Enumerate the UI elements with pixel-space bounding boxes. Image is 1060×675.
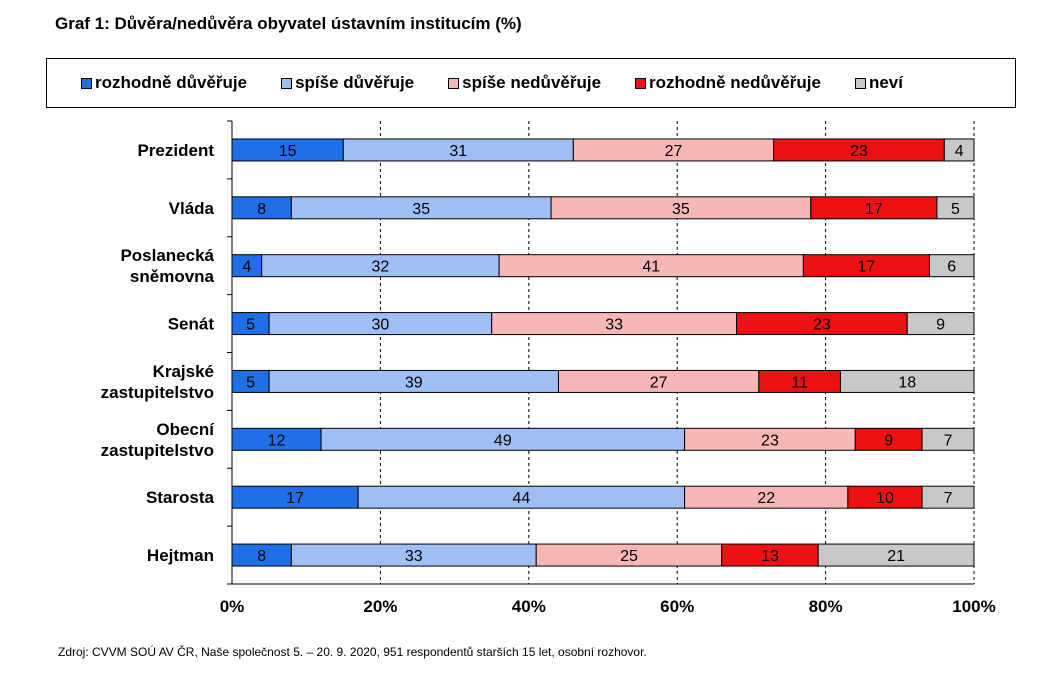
legend-swatch xyxy=(854,77,866,89)
legend-swatch xyxy=(281,77,293,89)
x-tick-label: 0% xyxy=(220,597,245,616)
data-label: 41 xyxy=(642,259,660,276)
legend: rozhodně důvěřuje spíše důvěřuje spíše ned… xyxy=(46,58,1016,108)
bar-segment xyxy=(921,427,975,451)
x-tick-label: 60% xyxy=(660,597,694,616)
data-label: 31 xyxy=(449,143,467,160)
data-label: 8 xyxy=(257,548,266,565)
data-label: 9 xyxy=(936,317,945,334)
x-tick-label: 40% xyxy=(512,597,546,616)
category-label: Starosta xyxy=(146,488,215,507)
legend-item: rozhodně důvěřuje xyxy=(81,73,247,93)
data-label: 4 xyxy=(242,259,251,276)
x-tick-label: 20% xyxy=(363,597,397,616)
data-label: 33 xyxy=(605,317,623,334)
bar-segment xyxy=(906,312,975,336)
legend-label: spíše důvěřuje xyxy=(295,73,415,92)
data-label: 5 xyxy=(246,374,255,391)
bar-segment xyxy=(817,543,975,567)
bar-segment xyxy=(839,369,975,393)
x-tick-label: 100% xyxy=(952,597,995,616)
legend-label: rozhodně nedůvěřuje xyxy=(649,73,821,92)
category-label: Obecní xyxy=(156,420,215,439)
category-label: Krajské xyxy=(153,362,214,381)
category-label: Senát xyxy=(168,315,215,334)
legend-swatch xyxy=(635,77,647,89)
bar-segment xyxy=(943,138,975,162)
data-label: 7 xyxy=(944,432,953,449)
data-label: 22 xyxy=(757,490,775,507)
chart-title: Graf 1: Důvěra/nedůvěra obyvatel ústavní… xyxy=(55,14,522,33)
data-label: 25 xyxy=(620,548,638,565)
data-label: 35 xyxy=(672,201,690,218)
data-label: 33 xyxy=(405,548,423,565)
legend-item: neví xyxy=(854,73,903,93)
data-label: 13 xyxy=(761,548,779,565)
data-label: 23 xyxy=(761,432,779,449)
legend-item: spíše důvěřuje xyxy=(281,73,414,93)
data-label: 5 xyxy=(246,317,255,334)
category-label: Hejtman xyxy=(147,546,214,565)
data-label: 10 xyxy=(876,490,894,507)
data-label: 35 xyxy=(412,201,430,218)
category-label: zastupitelstvo xyxy=(101,441,214,460)
data-label: 27 xyxy=(650,374,668,391)
data-label: 6 xyxy=(947,259,956,276)
data-label: 17 xyxy=(286,490,304,507)
bar-segment xyxy=(936,196,975,220)
bar-segment xyxy=(928,254,975,278)
data-label: 30 xyxy=(372,317,390,334)
data-label: 12 xyxy=(268,432,286,449)
category-label: zastupitelstvo xyxy=(101,383,214,402)
data-label: 23 xyxy=(850,143,868,160)
category-label: Prezident xyxy=(137,141,214,160)
data-label: 4 xyxy=(955,143,964,160)
bar-segment xyxy=(921,485,975,509)
data-label: 27 xyxy=(665,143,683,160)
data-label: 49 xyxy=(494,432,512,449)
data-label: 5 xyxy=(951,201,960,218)
data-label: 8 xyxy=(257,201,266,218)
data-label: 11 xyxy=(791,374,808,391)
data-label: 9 xyxy=(884,432,893,449)
data-label: 7 xyxy=(944,490,953,507)
x-tick-label: 80% xyxy=(809,597,843,616)
data-label: 21 xyxy=(887,548,905,565)
legend-item: spíše nedůvěřuje xyxy=(448,73,601,93)
data-label: 23 xyxy=(813,317,831,334)
data-label: 17 xyxy=(865,201,883,218)
category-label: sněmovna xyxy=(130,267,215,286)
category-label: Poslanecká xyxy=(120,246,214,265)
data-label: 44 xyxy=(512,490,530,507)
category-label: Vláda xyxy=(169,199,215,218)
data-label: 17 xyxy=(858,259,876,276)
legend-item: rozhodně nedůvěřuje xyxy=(635,73,821,93)
legend-swatch xyxy=(448,77,460,89)
data-label: 15 xyxy=(279,143,297,160)
source-note: Zdroj: CVVM SOÚ AV ČR, Naše společnost 5… xyxy=(58,645,647,659)
data-label: 18 xyxy=(898,374,916,391)
data-label: 32 xyxy=(372,259,390,276)
legend-swatch xyxy=(81,77,92,89)
legend-label: neví xyxy=(868,73,903,92)
legend-label: rozhodně důvěřuje xyxy=(95,73,248,92)
legend-label: spíše nedůvěřuje xyxy=(462,73,602,92)
data-label: 39 xyxy=(405,374,423,391)
